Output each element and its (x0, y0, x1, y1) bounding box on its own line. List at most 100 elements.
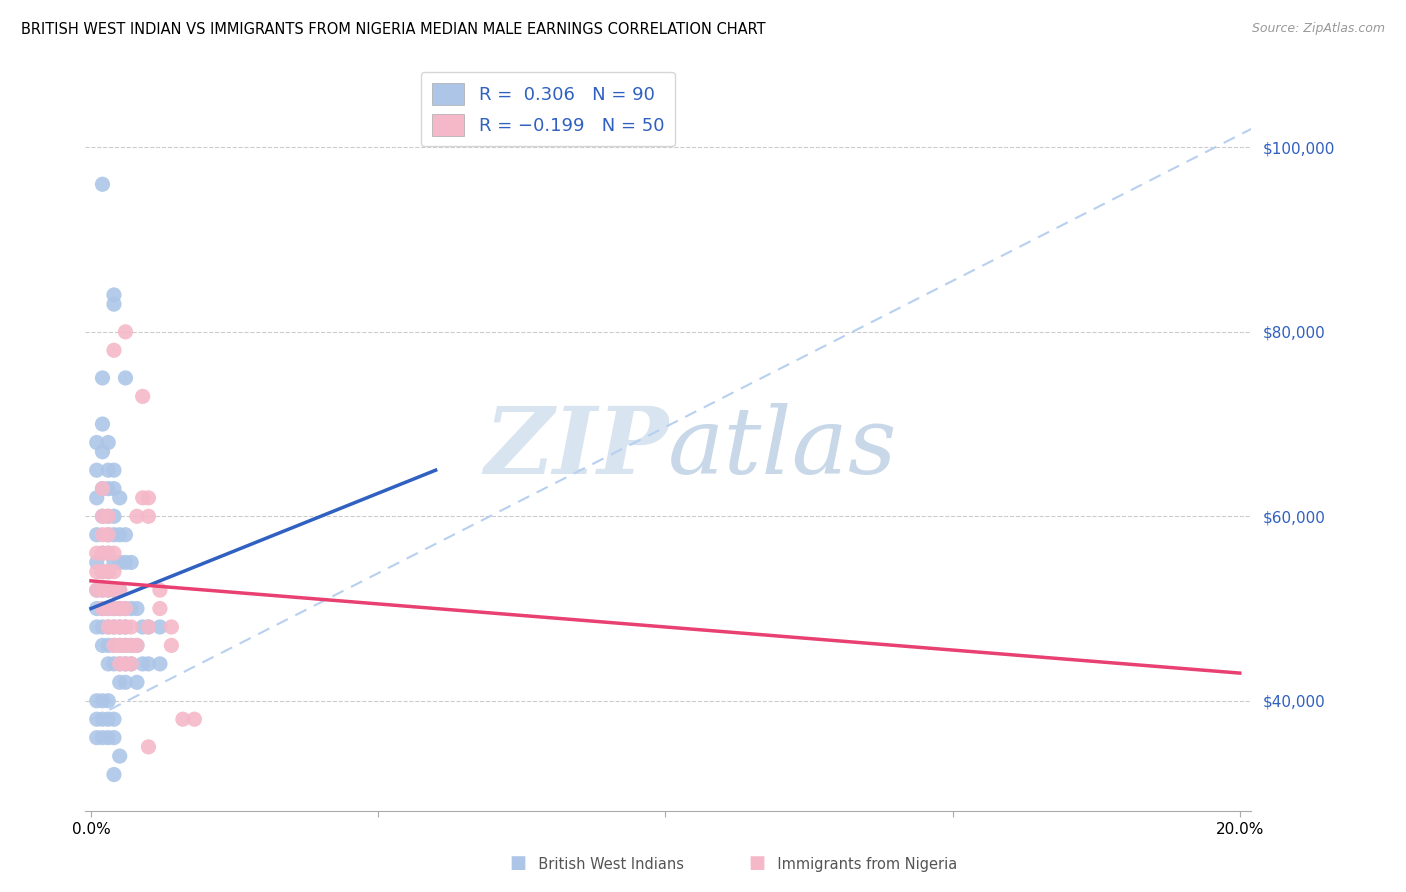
Point (108, 639, 131, 653)
Point (86, 527, 108, 541)
Point (114, 325, 136, 339)
Point (103, 343, 125, 358)
Point (138, 739, 160, 754)
Point (114, 556, 136, 570)
Point (114, 371, 136, 385)
Point (91, 482, 114, 496)
Text: British West Indians: British West Indians (506, 857, 685, 872)
Point (91, 444, 114, 458)
Point (138, 620, 160, 634)
Point (114, 639, 136, 653)
Point (97, 620, 120, 634)
Point (114, 620, 136, 634)
Point (114, 657, 136, 671)
Text: ZIP: ZIP (484, 403, 668, 493)
Point (108, 527, 131, 541)
Point (108, 620, 131, 634)
Point (149, 620, 172, 634)
Point (183, 712, 205, 726)
Point (125, 509, 148, 524)
Point (97, 546, 120, 560)
Point (97, 463, 120, 477)
Point (86, 435, 108, 450)
Point (86, 620, 108, 634)
Point (103, 546, 125, 560)
Point (91, 546, 114, 560)
Point (103, 601, 125, 615)
Point (120, 657, 142, 671)
Point (103, 509, 125, 524)
Point (86, 583, 108, 598)
Y-axis label: Median Male Earnings: Median Male Earnings (0, 357, 7, 509)
Point (91, 178, 114, 192)
Point (108, 556, 131, 570)
Point (125, 601, 148, 615)
Point (91, 601, 114, 615)
Point (91, 731, 114, 745)
Point (91, 527, 114, 541)
Point (108, 657, 131, 671)
Point (91, 546, 114, 560)
Point (108, 749, 131, 764)
Point (103, 620, 125, 634)
Text: ■: ■ (748, 855, 765, 872)
Point (131, 389, 153, 403)
Point (103, 639, 125, 653)
Point (91, 565, 114, 579)
Point (114, 601, 136, 615)
Point (108, 675, 131, 690)
Point (103, 583, 125, 598)
Text: Source: ZipAtlas.com: Source: ZipAtlas.com (1251, 22, 1385, 36)
Point (131, 491, 153, 505)
Point (138, 657, 160, 671)
Text: ■: ■ (509, 855, 526, 872)
Point (86, 565, 108, 579)
Point (91, 583, 114, 598)
Point (86, 712, 108, 726)
Point (108, 601, 131, 615)
Point (114, 620, 136, 634)
Point (91, 417, 114, 431)
Point (103, 601, 125, 615)
Point (108, 620, 131, 634)
Point (86, 556, 108, 570)
Point (97, 565, 120, 579)
Point (103, 565, 125, 579)
Point (97, 657, 120, 671)
Point (120, 639, 142, 653)
Point (131, 620, 153, 634)
Point (97, 583, 120, 598)
Point (97, 527, 120, 541)
Point (97, 509, 120, 524)
Point (86, 463, 108, 477)
Point (125, 639, 148, 653)
Point (125, 639, 148, 653)
Point (108, 583, 131, 598)
Point (125, 675, 148, 690)
Point (91, 639, 114, 653)
Point (108, 601, 131, 615)
Point (120, 556, 142, 570)
Point (120, 639, 142, 653)
Point (86, 731, 108, 745)
Text: BRITISH WEST INDIAN VS IMMIGRANTS FROM NIGERIA MEDIAN MALE EARNINGS CORRELATION : BRITISH WEST INDIAN VS IMMIGRANTS FROM N… (21, 22, 766, 37)
Point (138, 509, 160, 524)
Point (138, 620, 160, 634)
Point (103, 639, 125, 653)
Point (114, 675, 136, 690)
Point (108, 491, 131, 505)
Point (160, 639, 183, 653)
Point (103, 731, 125, 745)
Point (114, 601, 136, 615)
Point (97, 527, 120, 541)
Point (103, 620, 125, 634)
Point (97, 509, 120, 524)
Point (91, 371, 114, 385)
Point (97, 712, 120, 726)
Point (91, 620, 114, 634)
Text: Immigrants from Nigeria: Immigrants from Nigeria (745, 857, 957, 872)
Point (108, 657, 131, 671)
Point (86, 694, 108, 708)
Point (103, 712, 125, 726)
Point (149, 583, 172, 598)
